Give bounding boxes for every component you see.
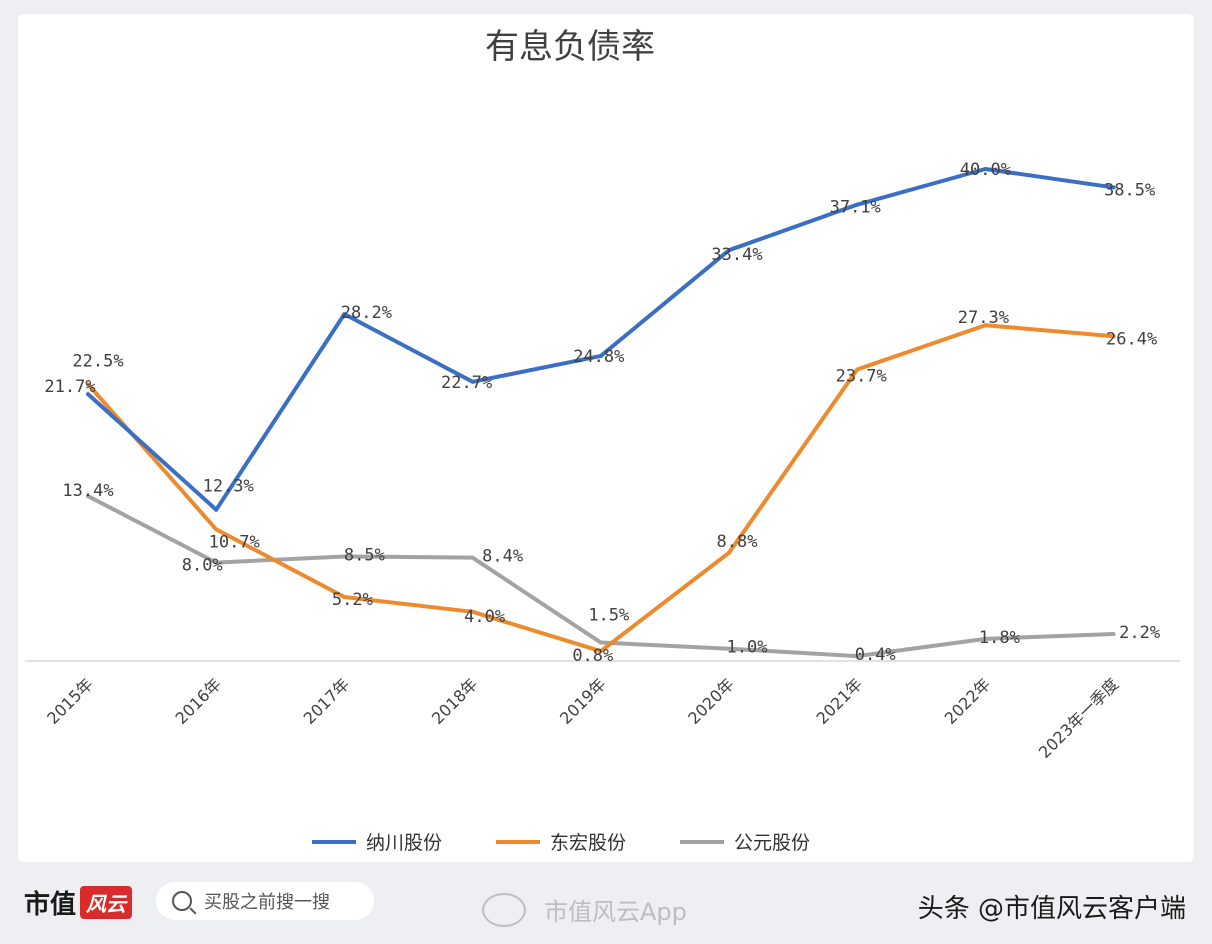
app-watermark: 市值风云App	[482, 892, 687, 927]
data-point-nachuan-8	[1111, 185, 1116, 190]
data-point-donghong-5	[727, 550, 731, 555]
data-label-gongyuan-0: 13.4%	[62, 481, 113, 501]
data-point-nachuan-2	[342, 312, 347, 317]
data-point-nachuan-1	[214, 507, 219, 512]
series-line-gongyuan	[87, 494, 1114, 659]
legend-label-nachuan: 纳川股份	[366, 832, 442, 854]
x-tick-label-8: 2023年一季度	[1035, 674, 1122, 761]
data-label-gongyuan-7: 1.8%	[979, 628, 1020, 648]
source-credit: 头条 @市值风云客户端	[917, 894, 1186, 924]
data-point-nachuan-7	[983, 167, 988, 171]
data-point-gongyuan-2	[342, 554, 347, 559]
legend-label-donghong: 东宏股份	[550, 832, 626, 854]
legend-label-gongyuan: 公元股份	[734, 832, 810, 854]
x-tick-label-1: 2016年	[171, 674, 225, 728]
data-label-donghong-5: 8.8%	[717, 532, 758, 552]
data-point-gongyuan-7	[983, 636, 988, 641]
search-placeholder: 买股之前搜一搜	[204, 892, 330, 913]
data-label-nachuan-1: 12.3%	[203, 477, 254, 497]
data-point-nachuan-6	[855, 202, 860, 207]
x-tick-label-0: 2015年	[43, 674, 97, 728]
brand-text: 市值	[24, 890, 77, 920]
data-point-gongyuan-8	[1111, 631, 1116, 636]
x-tick-label-7: 2022年	[941, 674, 995, 728]
brand-logo: 市值 风云	[24, 884, 133, 921]
data-label-gongyuan-5: 1.0%	[727, 638, 768, 658]
data-point-donghong-1	[214, 527, 219, 532]
data-label-donghong-1: 10.7%	[209, 532, 260, 552]
x-tick-label-4: 2019年	[556, 674, 610, 728]
data-label-donghong-3: 4.0%	[464, 607, 505, 627]
data-label-nachuan-4: 24.8%	[573, 347, 624, 367]
data-point-gongyuan-1	[214, 560, 219, 565]
data-point-nachuan-3	[470, 379, 475, 384]
data-label-gongyuan-2: 8.5%	[344, 545, 385, 565]
data-point-gongyuan-3	[470, 555, 475, 560]
chart-title: 有息负债率	[485, 27, 655, 67]
search-box[interactable]: 买股之前搜一搜	[156, 882, 374, 920]
data-label-gongyuan-4: 1.5%	[588, 606, 629, 626]
search-icon	[172, 891, 192, 911]
brand-logo-badge: 风云	[80, 886, 133, 919]
data-label-nachuan-3: 22.7%	[441, 373, 492, 393]
data-label-nachuan-0: 21.7%	[44, 377, 95, 397]
x-tick-label-2: 2017年	[300, 674, 354, 728]
data-point-gongyuan-4	[598, 640, 603, 645]
data-point-donghong-0	[86, 382, 90, 387]
data-point-nachuan-4	[598, 353, 603, 358]
data-label-nachuan-5: 33.4%	[711, 245, 762, 265]
data-point-gongyuan-0	[86, 494, 90, 499]
series-line-nachuan	[86, 167, 1114, 512]
app-watermark-text: 市值风云App	[544, 898, 687, 926]
data-label-donghong-8: 26.4%	[1106, 329, 1157, 349]
x-tick-label-6: 2021年	[812, 674, 866, 728]
data-point-nachuan-0	[86, 392, 90, 397]
data-point-gongyuan-5	[727, 646, 731, 651]
data-label-nachuan-2: 28.2%	[341, 303, 392, 323]
data-label-donghong-2: 5.2%	[332, 590, 373, 610]
data-point-donghong-3	[470, 609, 475, 614]
data-point-donghong-4	[598, 649, 603, 654]
data-label-nachuan-6: 37.1%	[830, 198, 881, 218]
data-label-donghong-0: 22.5%	[72, 351, 123, 371]
footer-bar: 市值 风云 买股之前搜一搜 市值风云App 头条 @市值风云客户端	[0, 862, 1212, 944]
data-label-donghong-7: 27.3%	[958, 308, 1009, 328]
data-label-donghong-4: 0.8%	[572, 646, 613, 666]
chart-card	[18, 14, 1194, 862]
data-label-gongyuan-6: 0.4%	[855, 645, 896, 665]
data-point-donghong-8	[1111, 334, 1116, 339]
data-label-nachuan-7: 40.0%	[960, 160, 1011, 180]
data-point-donghong-6	[855, 367, 860, 372]
data-label-gongyuan-8: 2.2%	[1119, 623, 1160, 643]
x-tick-label-3: 2018年	[428, 674, 482, 728]
data-label-gongyuan-1: 8.0%	[182, 556, 223, 576]
weibo-icon	[482, 892, 526, 927]
data-point-donghong-7	[983, 323, 988, 328]
data-point-gongyuan-6	[855, 654, 860, 659]
data-point-donghong-2	[342, 595, 347, 600]
x-tick-label-5: 2020年	[684, 674, 738, 728]
data-label-gongyuan-3: 8.4%	[482, 547, 523, 567]
data-label-nachuan-8: 38.5%	[1104, 180, 1155, 200]
data-label-donghong-6: 23.7%	[836, 366, 887, 386]
data-point-nachuan-5	[727, 248, 731, 253]
